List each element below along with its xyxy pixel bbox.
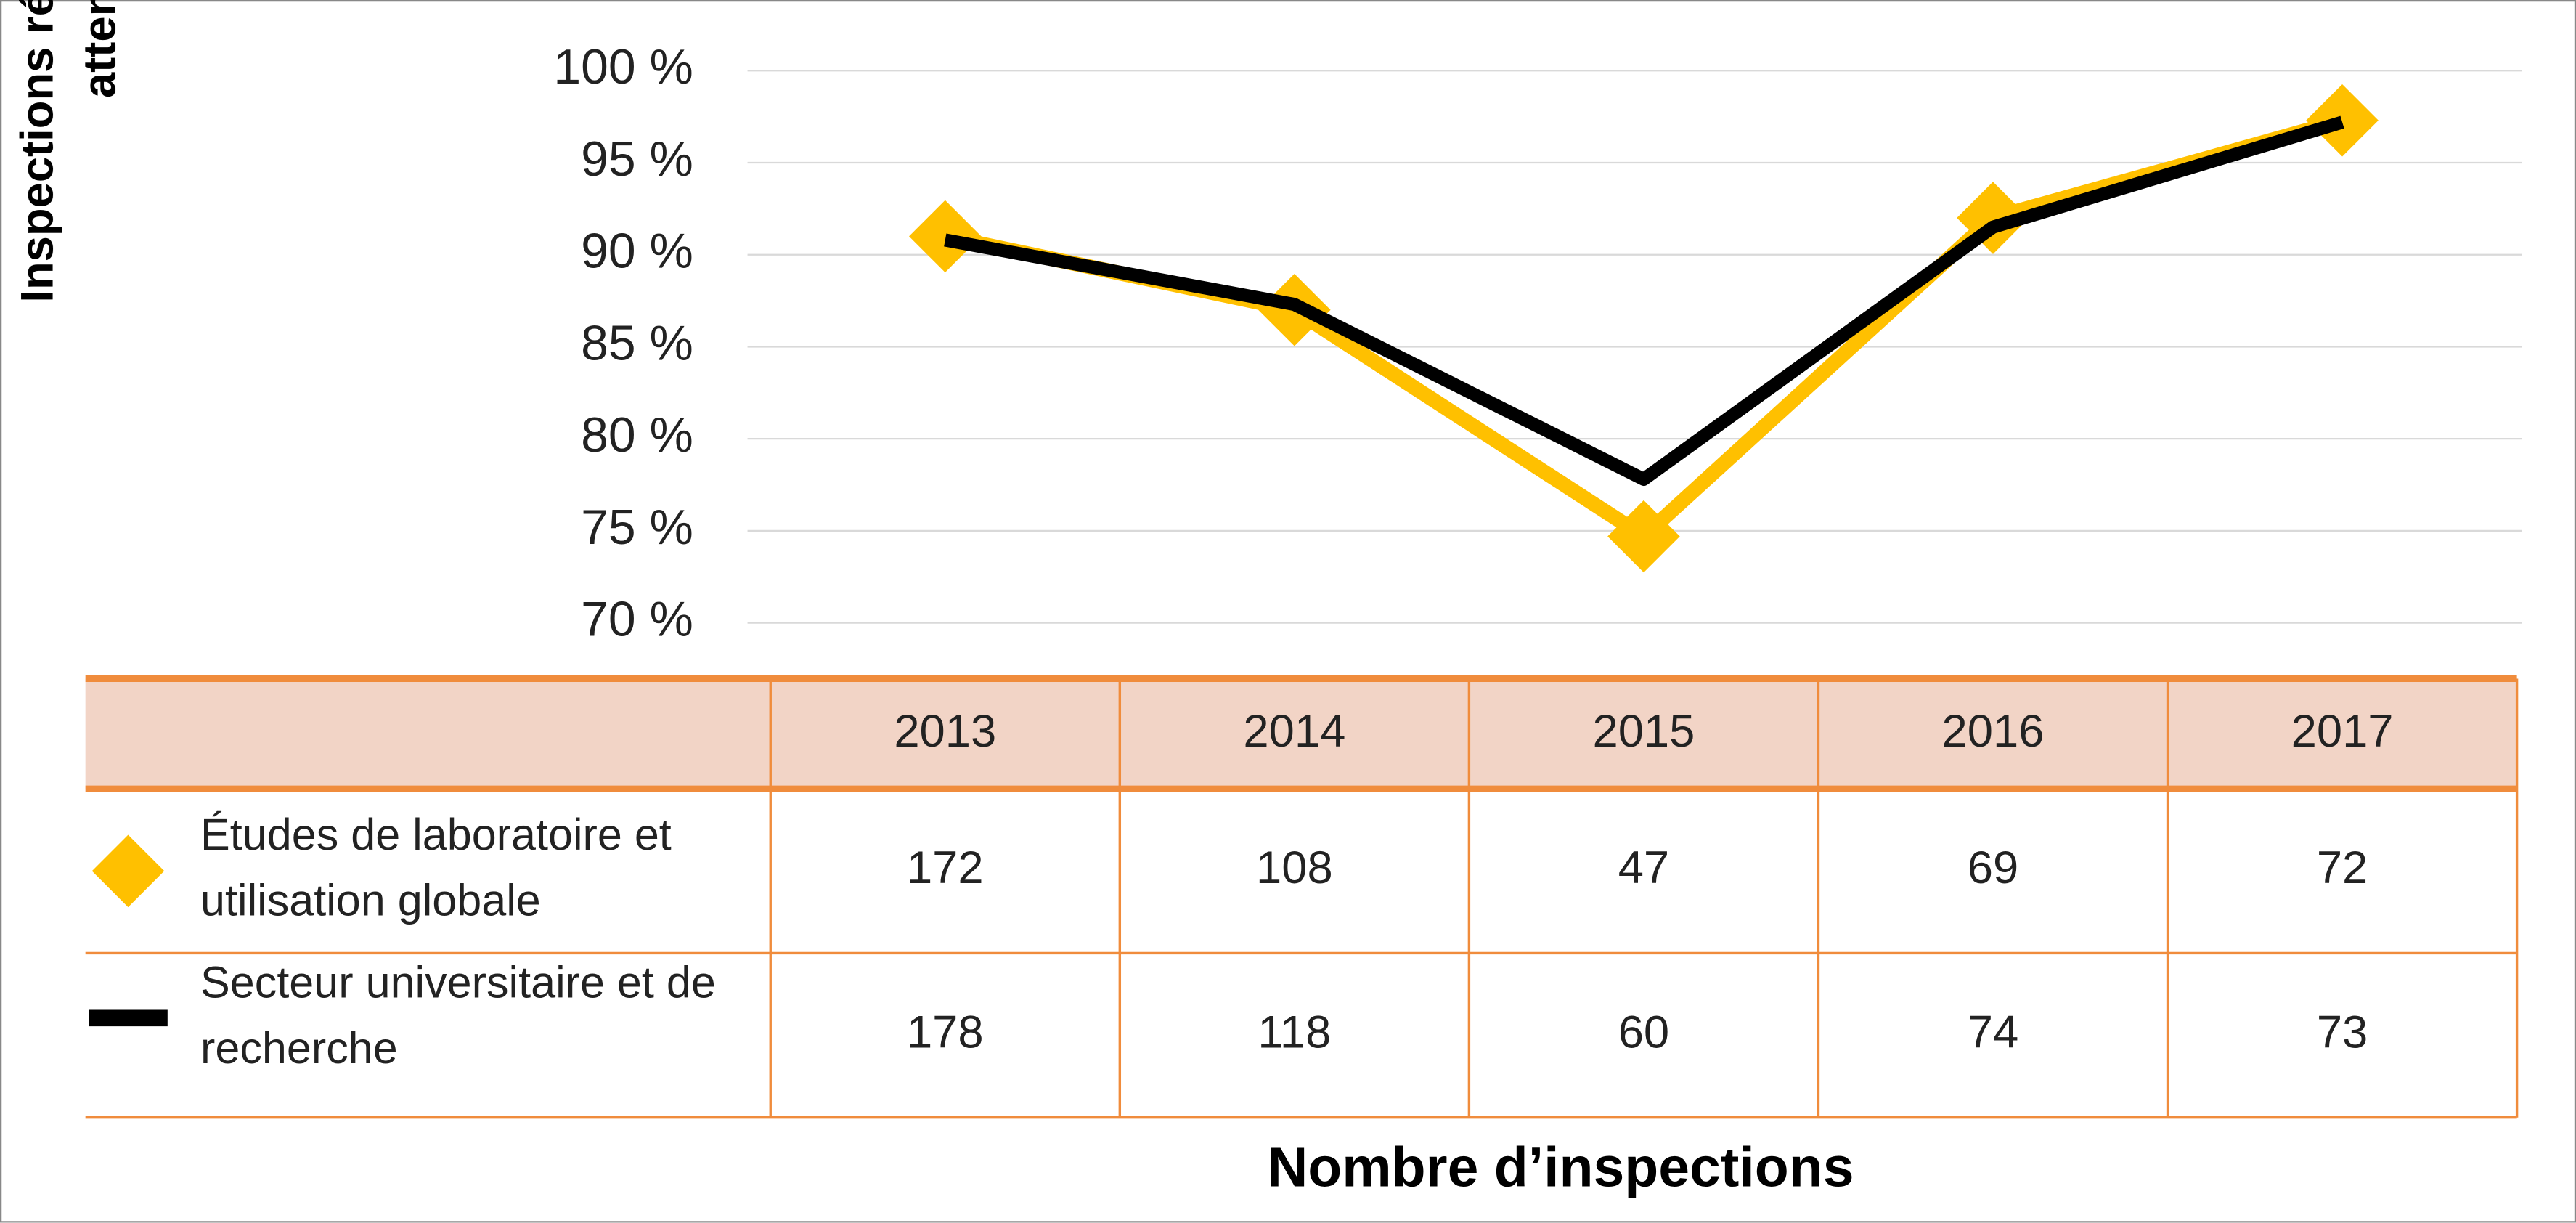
y-axis-label: Inspections répondant aux attentes: [11, 0, 125, 303]
table-cell: 72: [2317, 842, 2368, 893]
table-cell: 178: [907, 1007, 984, 1057]
x-tick-label: 2016: [1942, 706, 2045, 757]
table-cell: 73: [2317, 1007, 2368, 1057]
x-tick-label: 2017: [2291, 706, 2394, 757]
legend-label: Secteur universitaire et de recherche: [200, 958, 716, 1073]
table-cell: 74: [1968, 1007, 2018, 1057]
y-tick-label: 75 %: [581, 500, 693, 555]
table-cell: 172: [907, 842, 984, 893]
table-header-bg: [85, 678, 2517, 789]
table-cell: 47: [1618, 842, 1669, 893]
x-tick-label: 2014: [1243, 706, 1345, 757]
marker: [1607, 500, 1680, 573]
y-tick-label: 95 %: [581, 132, 693, 187]
table-cell: 60: [1618, 1007, 1669, 1057]
table-cell: 118: [1258, 1007, 1331, 1057]
x-tick-label: 2015: [1592, 706, 1695, 757]
y-tick-label: 90 %: [581, 224, 693, 279]
series-line: [944, 115, 2344, 486]
legend-label: Études de laboratoire et utilisation glo…: [200, 810, 672, 925]
y-tick-label: 70 %: [581, 593, 693, 647]
y-tick-label: 80 %: [581, 408, 693, 463]
x-axis-label: Nombre d’inspections: [1268, 1137, 1854, 1199]
table-cell: 108: [1256, 842, 1333, 893]
y-tick-label: 100 %: [553, 40, 693, 94]
legend-marker: [91, 834, 165, 908]
table-cell: 69: [1968, 842, 2018, 893]
y-tick-label: 85 %: [581, 316, 693, 370]
x-tick-label: 2013: [894, 706, 996, 757]
legend-marker: [89, 1009, 168, 1027]
